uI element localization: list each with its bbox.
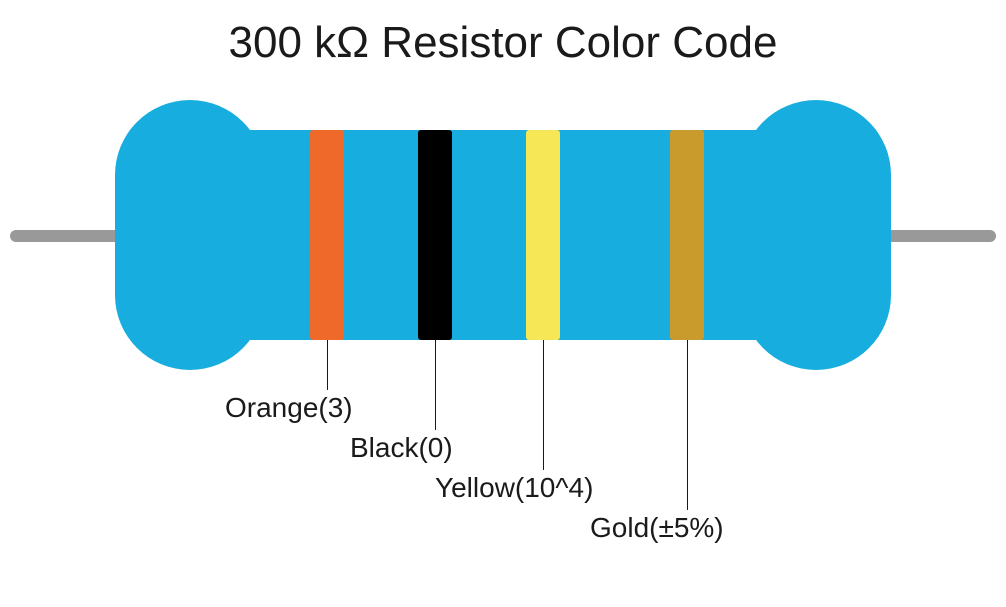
callout-line-4 <box>687 340 688 510</box>
band-3 <box>526 130 560 340</box>
callout-line-3 <box>543 340 544 470</box>
resistor-diagram: Orange(3) Black(0) Yellow(10^4) Gold(±5%… <box>0 90 1006 607</box>
band-1 <box>310 130 344 340</box>
page-title: 300 kΩ Resistor Color Code <box>0 18 1006 68</box>
callout-line-2 <box>435 340 436 430</box>
callout-label-1: Orange(3) <box>225 392 353 424</box>
callout-label-3: Yellow(10^4) <box>435 472 593 504</box>
callout-label-2: Black(0) <box>350 432 453 464</box>
band-4 <box>670 130 704 340</box>
callout-line-1 <box>327 340 328 390</box>
resistor-body <box>215 130 791 340</box>
callout-label-4: Gold(±5%) <box>590 512 724 544</box>
band-2 <box>418 130 452 340</box>
